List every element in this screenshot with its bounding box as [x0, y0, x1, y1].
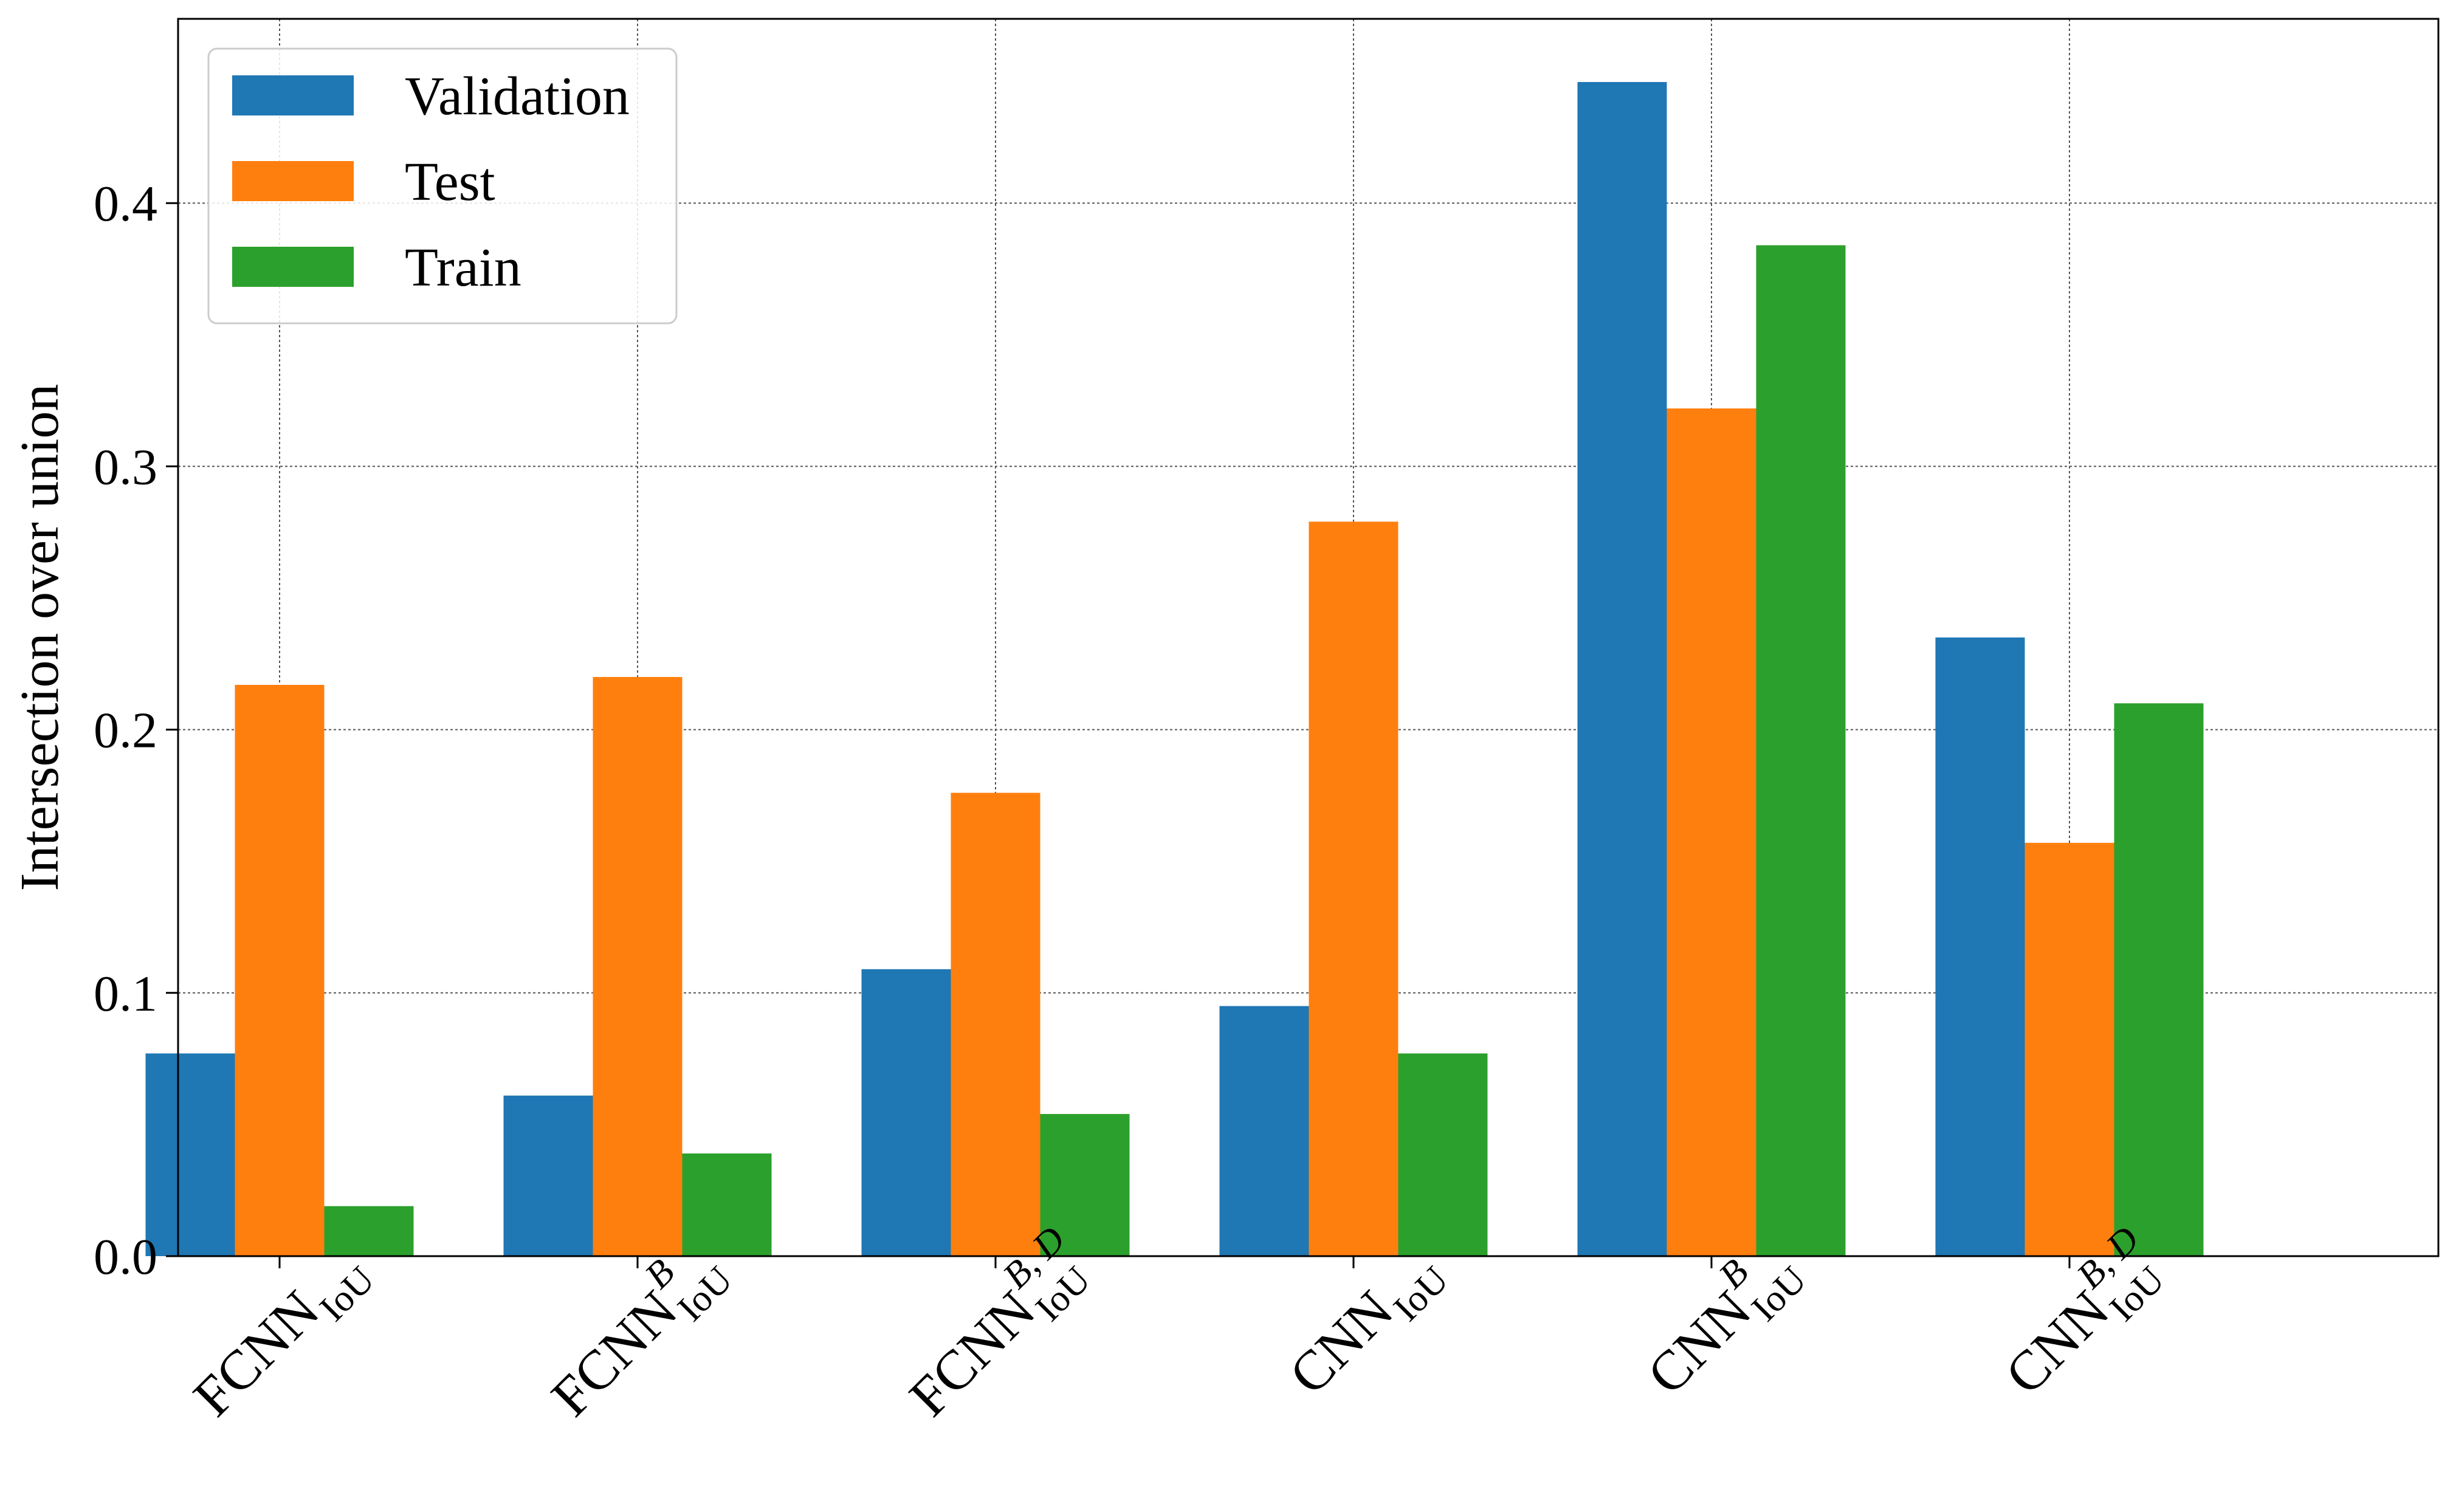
x-tick-label-main: CNN	[1636, 1279, 1763, 1406]
x-tick-label-main: FCNN	[181, 1279, 331, 1428]
y-tick-label: 0.4	[94, 176, 157, 232]
x-tick-label-main: FCNN	[897, 1279, 1047, 1428]
bar-test	[1309, 521, 1398, 1256]
y-tick-label: 0.3	[94, 439, 157, 495]
y-tick-label: 0.0	[94, 1229, 157, 1285]
y-tick-label: 0.2	[94, 703, 157, 759]
series-train	[324, 245, 2204, 1256]
bar-validation	[861, 969, 951, 1256]
bar-test	[1667, 408, 1756, 1256]
bar-train	[2114, 703, 2204, 1256]
plot-frame	[177, 18, 2440, 1257]
bar-test	[2024, 842, 2114, 1256]
x-tick-label-main: CNN	[1993, 1279, 2121, 1406]
bar-train	[324, 1206, 414, 1256]
legend-label-validation: Validation	[405, 66, 630, 126]
bar-train	[1040, 1114, 1130, 1256]
bar-train	[682, 1153, 772, 1256]
bar-validation	[145, 1053, 235, 1256]
bar-test	[593, 676, 683, 1256]
bar-train	[1398, 1053, 1488, 1256]
y-tick-label: 0.1	[94, 966, 157, 1022]
y-axis-ticks: 0.0 0.1 0.2 0.3 0.4	[94, 176, 178, 1285]
bar-validation	[503, 1095, 593, 1256]
legend: Validation Test Train	[207, 47, 678, 325]
y-axis-label: Intersection over union	[10, 384, 70, 892]
bar-train	[1756, 245, 1846, 1256]
bars	[145, 81, 2204, 1257]
bar-validation	[1935, 637, 2025, 1256]
legend-label-test: Test	[405, 152, 495, 212]
series-validation	[145, 81, 2025, 1257]
bar-validation	[1219, 1006, 1309, 1256]
legend-label-train: Train	[405, 238, 521, 298]
legend-swatch-train	[232, 247, 354, 287]
x-tick-label-main: CNN	[1278, 1279, 1405, 1406]
bar-test	[951, 792, 1041, 1256]
legend-swatch-test	[232, 161, 354, 201]
bar-validation	[1577, 81, 1667, 1257]
bar-test	[235, 684, 325, 1256]
x-tick-label-main: FCNN	[539, 1279, 689, 1428]
legend-swatch-validation	[232, 75, 354, 115]
series-test	[235, 408, 2114, 1256]
